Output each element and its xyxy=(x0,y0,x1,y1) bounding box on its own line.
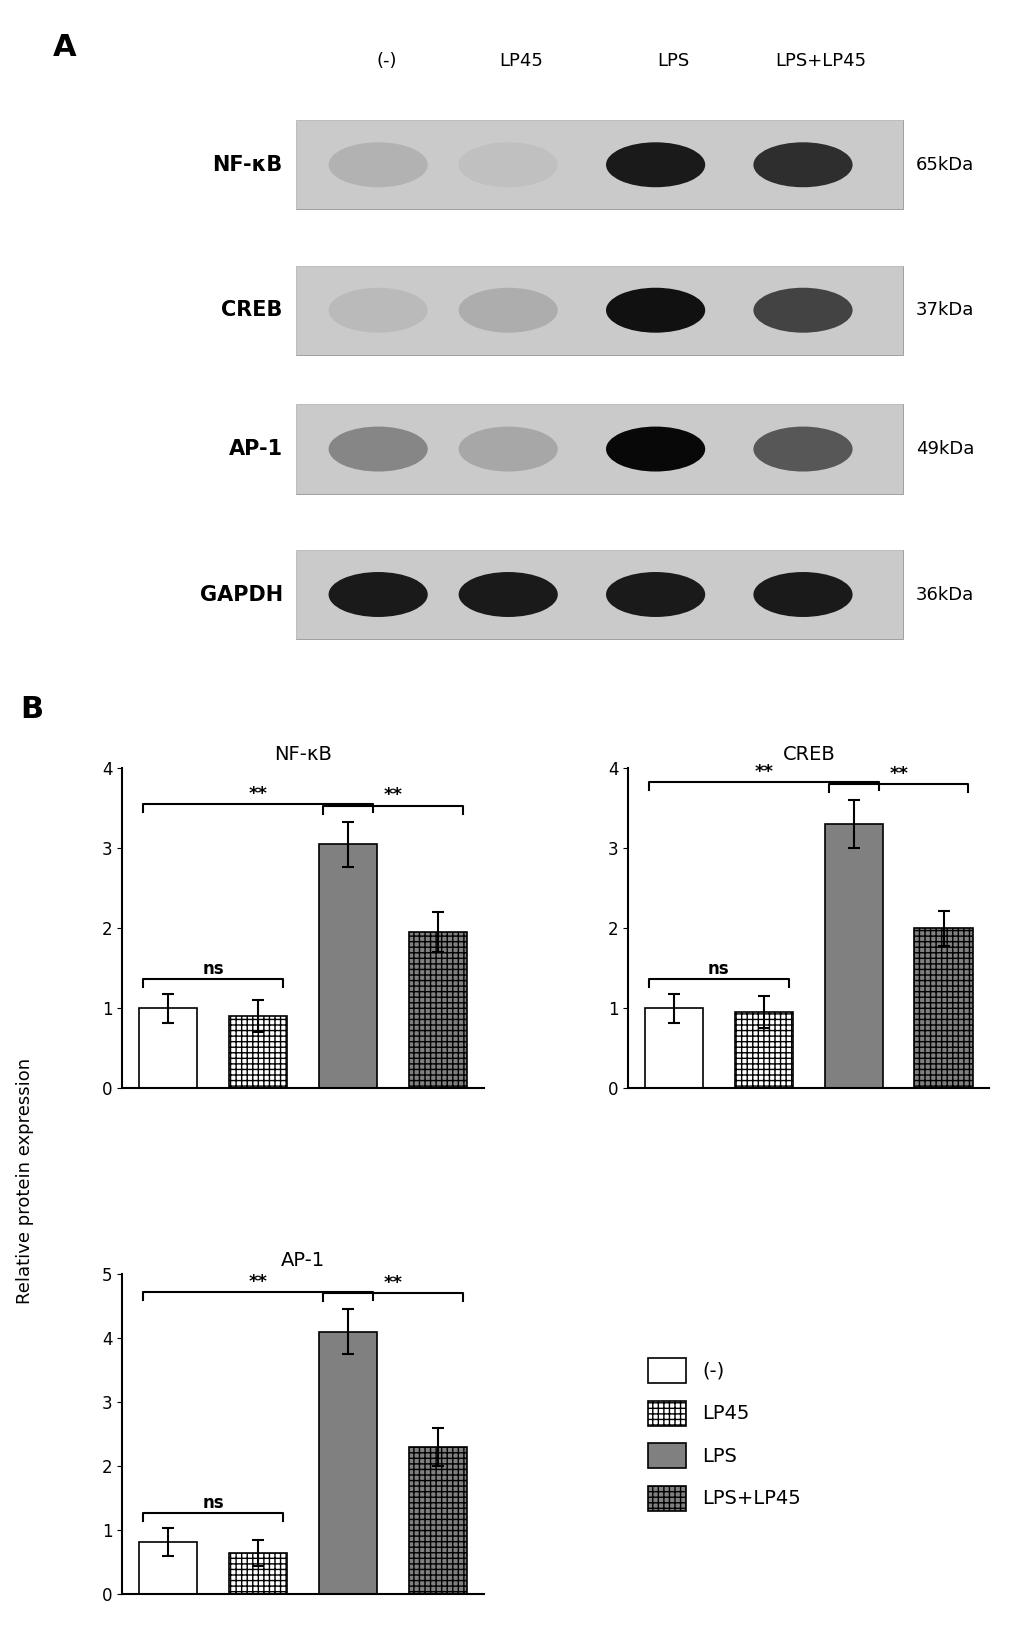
Title: CREB: CREB xyxy=(782,745,835,763)
Text: **: ** xyxy=(753,763,772,781)
Legend: (-), LP45, LPS, LPS+LP45: (-), LP45, LPS, LPS+LP45 xyxy=(637,1349,810,1520)
Text: LPS+LP45: LPS+LP45 xyxy=(774,52,865,70)
Bar xyxy=(914,929,972,1088)
FancyBboxPatch shape xyxy=(296,405,902,493)
Text: **: ** xyxy=(249,784,267,802)
Bar xyxy=(823,825,882,1088)
Text: (-): (-) xyxy=(376,52,396,70)
Text: ns: ns xyxy=(202,960,223,978)
Text: 36kDa: 36kDa xyxy=(915,586,973,604)
Ellipse shape xyxy=(328,288,427,332)
FancyBboxPatch shape xyxy=(296,265,902,355)
Ellipse shape xyxy=(605,573,704,617)
Text: **: ** xyxy=(383,786,403,804)
Ellipse shape xyxy=(328,142,427,187)
Text: **: ** xyxy=(889,765,907,783)
Bar xyxy=(319,844,377,1088)
Ellipse shape xyxy=(459,142,557,187)
Ellipse shape xyxy=(753,288,852,332)
Text: 65kDa: 65kDa xyxy=(915,156,973,174)
FancyBboxPatch shape xyxy=(296,550,902,639)
Text: AP-1: AP-1 xyxy=(228,439,282,459)
FancyBboxPatch shape xyxy=(296,120,902,210)
Text: 37kDa: 37kDa xyxy=(915,301,973,319)
Text: B: B xyxy=(20,695,44,724)
Ellipse shape xyxy=(753,426,852,472)
Text: Relative protein expression: Relative protein expression xyxy=(16,1058,35,1305)
Ellipse shape xyxy=(328,426,427,472)
Ellipse shape xyxy=(605,142,704,187)
Text: LP45: LP45 xyxy=(498,52,543,70)
FancyBboxPatch shape xyxy=(296,550,902,639)
Text: CREB: CREB xyxy=(221,301,282,321)
Ellipse shape xyxy=(459,288,557,332)
Bar xyxy=(228,1017,287,1088)
Text: ns: ns xyxy=(202,1494,223,1511)
Ellipse shape xyxy=(459,426,557,472)
Ellipse shape xyxy=(605,426,704,472)
Bar xyxy=(644,1009,702,1088)
Ellipse shape xyxy=(459,573,557,617)
FancyBboxPatch shape xyxy=(296,120,902,210)
Ellipse shape xyxy=(753,573,852,617)
Text: ns: ns xyxy=(707,960,729,978)
Bar xyxy=(228,1552,287,1594)
FancyBboxPatch shape xyxy=(296,265,902,355)
Title: NF-κB: NF-κB xyxy=(274,745,331,763)
Text: LPS: LPS xyxy=(656,52,689,70)
Title: AP-1: AP-1 xyxy=(280,1251,325,1269)
Bar xyxy=(734,1012,792,1088)
Bar xyxy=(319,1333,377,1594)
Bar xyxy=(139,1009,197,1088)
Bar xyxy=(409,932,467,1088)
Text: 49kDa: 49kDa xyxy=(915,439,973,459)
Text: **: ** xyxy=(383,1274,403,1292)
Ellipse shape xyxy=(753,142,852,187)
Ellipse shape xyxy=(605,288,704,332)
Text: GAPDH: GAPDH xyxy=(200,584,282,605)
Bar xyxy=(139,1542,197,1594)
Text: NF-κB: NF-κB xyxy=(212,155,282,174)
Text: A: A xyxy=(53,33,76,62)
Text: **: ** xyxy=(249,1272,267,1290)
Ellipse shape xyxy=(328,573,427,617)
FancyBboxPatch shape xyxy=(296,405,902,493)
Bar xyxy=(409,1446,467,1594)
